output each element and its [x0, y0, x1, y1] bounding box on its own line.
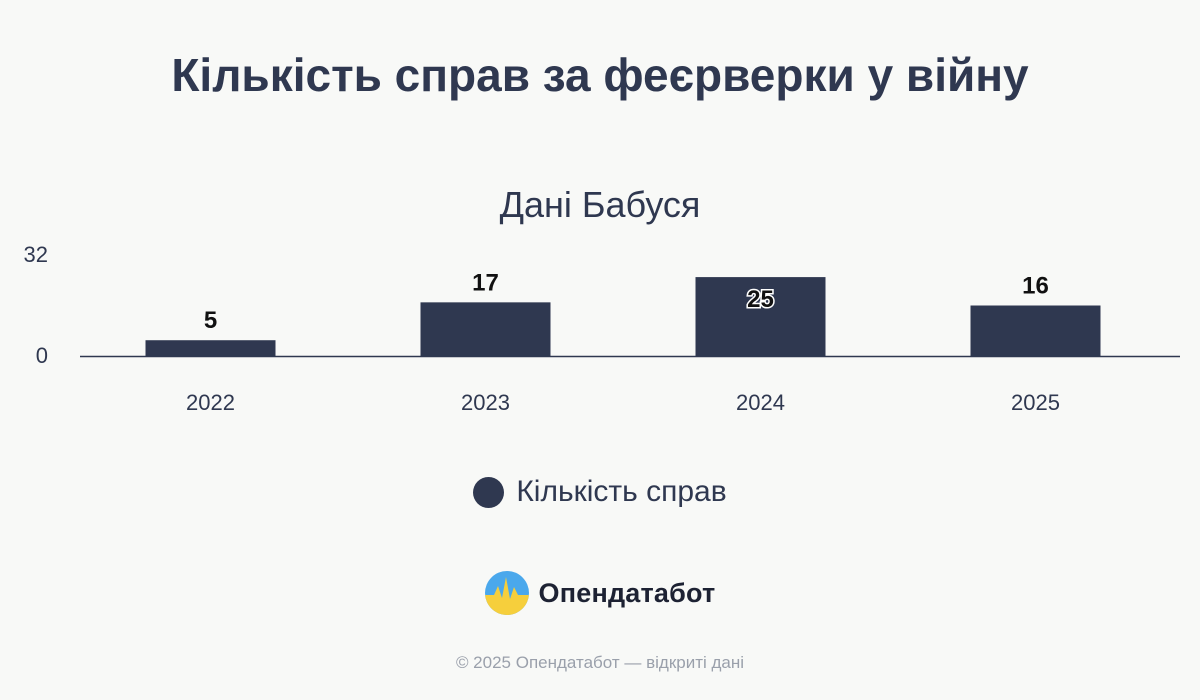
bar-value-label: 17: [472, 269, 499, 296]
y-tick-label: 32: [24, 242, 48, 267]
x-tick-label: 2025: [1011, 390, 1060, 415]
y-tick-label: 0: [36, 343, 48, 368]
bar-value-label: 16: [1022, 273, 1049, 300]
bar-value-label: 25: [747, 286, 774, 313]
bar: [695, 277, 826, 356]
bar-value-label: 5: [204, 307, 217, 334]
brand-name: Опендатабот: [538, 577, 716, 608]
opendatabot-logo-icon: [484, 571, 529, 615]
bar: [145, 340, 276, 356]
chart-legend: Кількість справ: [0, 472, 1200, 512]
chart-subtitle: Дані Бабуся: [499, 184, 701, 225]
x-tick-label: 2023: [461, 390, 510, 415]
footer-copyright: © 2025 Опендатабот — відкриті дані: [455, 653, 745, 672]
x-tick-label: 2022: [186, 390, 235, 415]
chart-title: Кількість справ за феєрверки у війну: [171, 49, 1029, 101]
bar: [420, 302, 551, 356]
brand: Опендатабот: [0, 571, 1200, 615]
x-tick-label: 2024: [736, 390, 785, 415]
legend-swatch: [473, 476, 505, 508]
legend-label: Кількість справ: [516, 475, 727, 508]
bar: [970, 305, 1101, 356]
